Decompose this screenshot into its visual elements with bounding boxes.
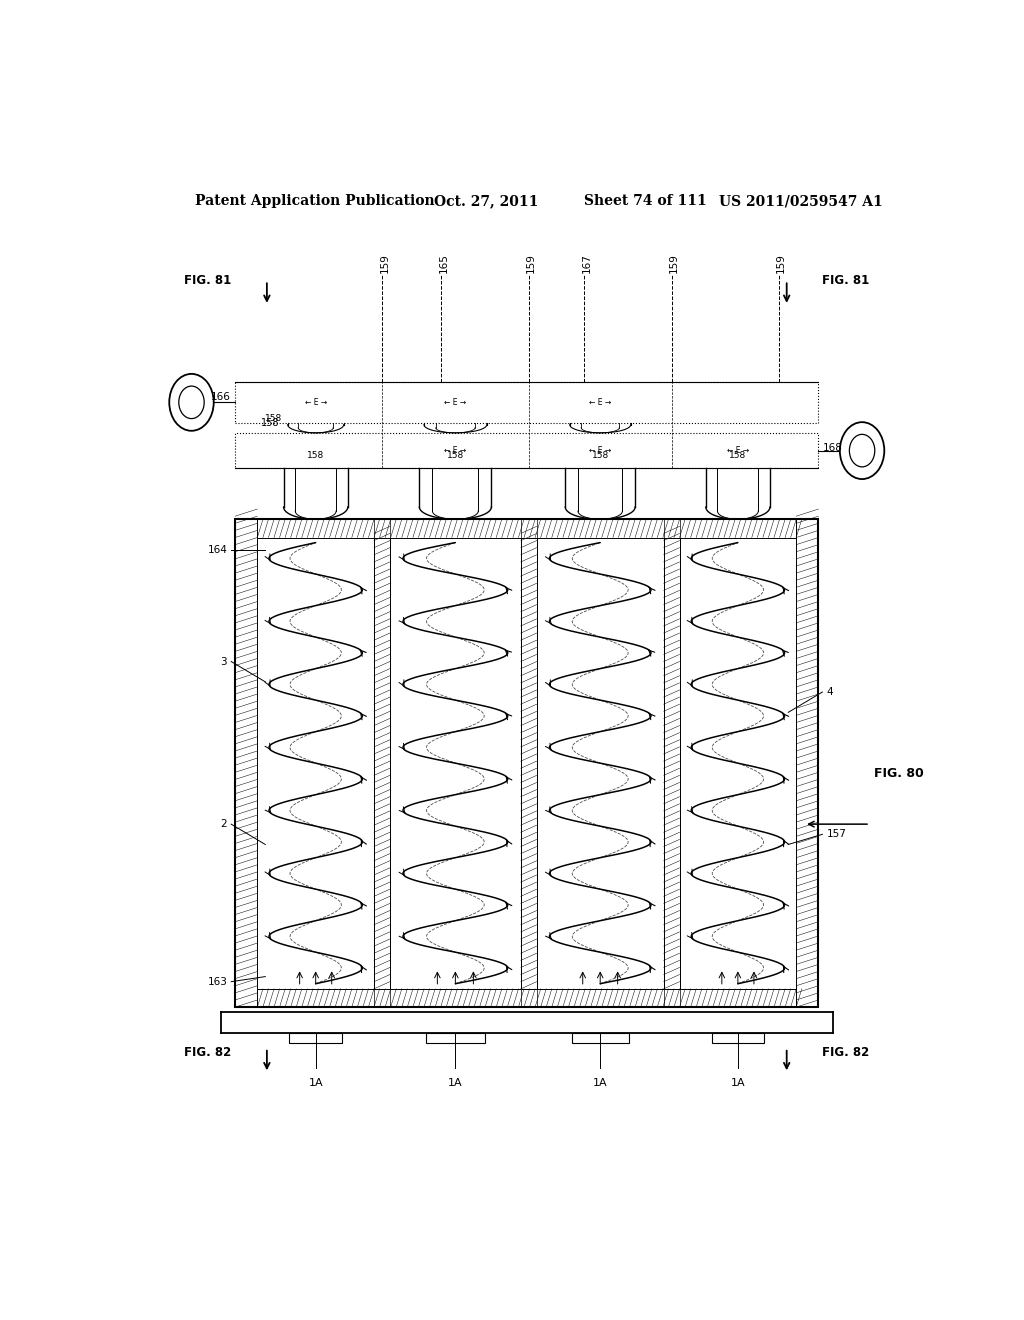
Text: ← E →: ← E → <box>304 397 327 407</box>
Text: 1A: 1A <box>449 1078 463 1088</box>
Text: 2: 2 <box>220 820 227 829</box>
Text: ← E →: ← E → <box>444 446 467 455</box>
Text: ← E →: ← E → <box>589 397 611 407</box>
Bar <box>290 1032 342 1043</box>
Text: US 2011/0259547 A1: US 2011/0259547 A1 <box>719 194 883 209</box>
Bar <box>521 537 537 989</box>
Text: FIG. 82: FIG. 82 <box>822 1047 869 1060</box>
Bar <box>571 1032 629 1043</box>
Bar <box>712 1032 764 1043</box>
Bar <box>236 433 818 469</box>
Text: 159: 159 <box>776 253 786 273</box>
Bar <box>374 537 390 989</box>
Bar <box>236 519 818 1007</box>
Text: 167: 167 <box>582 253 592 273</box>
Text: Oct. 27, 2011: Oct. 27, 2011 <box>433 194 538 209</box>
Text: 166: 166 <box>211 392 231 403</box>
Bar <box>257 519 797 537</box>
Text: 159: 159 <box>526 253 537 273</box>
Text: 158: 158 <box>592 451 609 461</box>
Text: FIG. 80: FIG. 80 <box>873 767 924 780</box>
Text: 1A: 1A <box>308 1078 323 1088</box>
Text: Sheet 74 of 111: Sheet 74 of 111 <box>585 194 707 209</box>
Circle shape <box>169 374 214 430</box>
Bar <box>236 519 257 1007</box>
Text: 3: 3 <box>220 656 227 667</box>
Text: 158: 158 <box>261 417 280 428</box>
Bar <box>797 519 818 1007</box>
Text: ← E →: ← E → <box>589 446 611 455</box>
Bar <box>426 1032 484 1043</box>
Bar <box>236 381 818 422</box>
Text: FIG. 81: FIG. 81 <box>822 273 869 286</box>
Text: 4: 4 <box>826 686 833 697</box>
Text: 168: 168 <box>822 444 843 453</box>
Circle shape <box>840 422 885 479</box>
Text: 158: 158 <box>446 451 464 461</box>
Bar <box>257 989 797 1007</box>
Text: Patent Application Publication: Patent Application Publication <box>196 194 435 209</box>
Text: 158: 158 <box>729 451 746 461</box>
Text: ← E →: ← E → <box>727 446 749 455</box>
Text: 157: 157 <box>826 829 846 840</box>
Text: 159: 159 <box>669 253 679 273</box>
Text: 1A: 1A <box>730 1078 745 1088</box>
Text: 164: 164 <box>207 545 227 554</box>
Text: ← E →: ← E → <box>444 397 467 407</box>
Text: FIG. 82: FIG. 82 <box>184 1047 231 1060</box>
Text: 159: 159 <box>379 253 389 273</box>
Text: 158: 158 <box>307 451 325 461</box>
Bar <box>664 537 680 989</box>
Text: FIG. 81: FIG. 81 <box>184 273 231 286</box>
Text: 1A: 1A <box>593 1078 607 1088</box>
Text: 158: 158 <box>265 413 283 422</box>
Text: 163: 163 <box>207 977 227 986</box>
Text: 165: 165 <box>439 253 449 273</box>
